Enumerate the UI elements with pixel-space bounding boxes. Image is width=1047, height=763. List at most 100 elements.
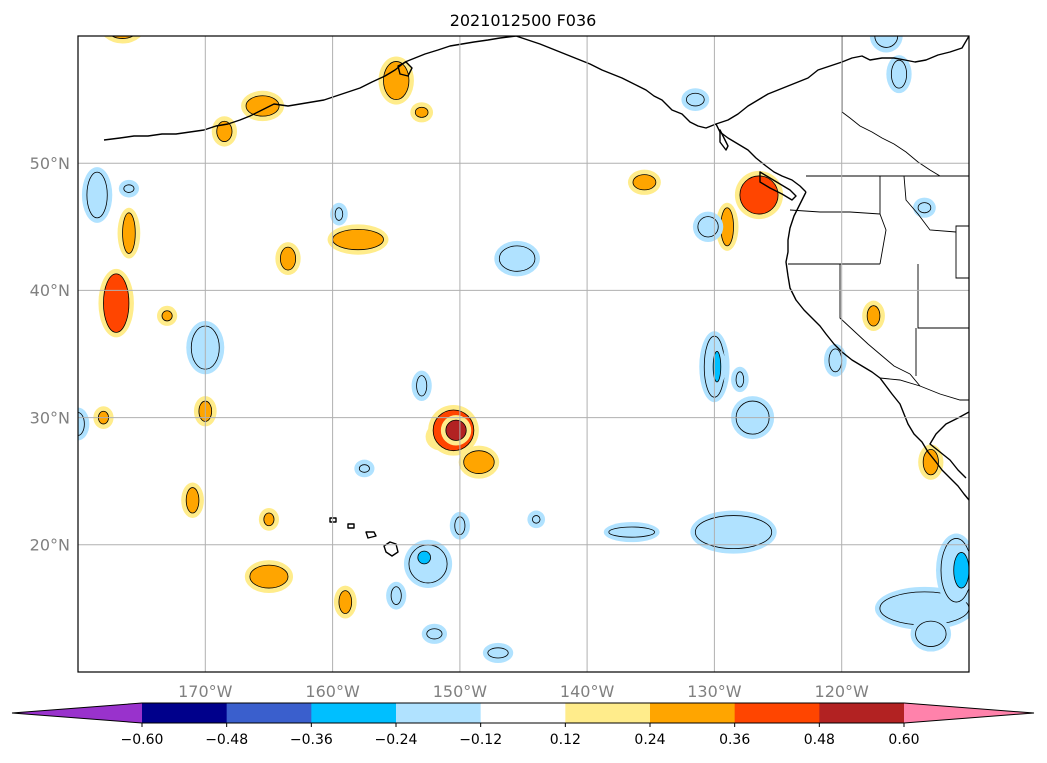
positive-anomaly-55 <box>440 415 472 446</box>
colorbar-tick-label: −0.36 <box>290 732 333 748</box>
alaska-canada-border <box>841 36 941 177</box>
negative-anomaly-52 <box>708 346 726 387</box>
positive-anomaly-4 <box>275 242 301 276</box>
colorbar-segment-0 <box>12 703 142 723</box>
lat-label-20n: 20°N <box>30 536 70 555</box>
colorbar-tick-label: 0.36 <box>719 732 750 748</box>
california-nevada <box>839 264 911 375</box>
positive-anomaly-20 <box>627 169 661 195</box>
colorbar-segment-9 <box>819 703 905 723</box>
colorbar-tick-label: −0.24 <box>375 732 418 748</box>
negative-anomaly-34 <box>411 370 432 401</box>
colorbar-tick-label: 0.12 <box>550 732 581 748</box>
colorbar-segment-2 <box>226 703 312 723</box>
washington-oregon <box>789 209 881 215</box>
colorbar-segment-4 <box>396 703 482 723</box>
negative-anomaly-53 <box>412 546 436 569</box>
positive-anomaly-11 <box>181 482 204 518</box>
alaska-peninsula <box>103 61 406 141</box>
positive-anomaly-7 <box>241 90 285 122</box>
alaska-south-coast <box>404 36 517 63</box>
positive-anomaly-5 <box>244 560 294 594</box>
hawaii-kauai <box>329 517 337 523</box>
colorbar-ticks: −0.60 −0.48 −0.36 −0.24 −0.12 0.12 0.24 0.36 0.4… <box>121 723 920 748</box>
arizona <box>909 328 921 387</box>
field-contours <box>78 36 969 664</box>
map-title: 2021012500 F036 <box>450 11 597 30</box>
latitude-tick-labels: 20°N 30°N 40°N 50°N <box>30 154 70 555</box>
positive-anomaly-51 <box>734 170 784 220</box>
coastlines <box>103 36 969 557</box>
negative-anomaly-42 <box>421 623 448 644</box>
kodiak-island <box>397 61 413 77</box>
lat-label-30n: 30°N <box>30 408 70 427</box>
colorbar-segment-10 <box>904 703 1034 723</box>
negative-anomaly-22 <box>494 240 540 277</box>
map-frame <box>77 35 970 673</box>
positive-anomaly-50 <box>98 268 134 338</box>
negative-anomaly-28 <box>603 521 660 543</box>
lon-label-130w: 130°W <box>687 682 742 701</box>
us-mexico-border <box>879 377 969 401</box>
haida-gwaii <box>719 129 729 151</box>
negative-anomaly-31 <box>910 616 952 652</box>
oregon-idaho <box>879 176 887 265</box>
positive-anomaly-3 <box>327 224 389 255</box>
negative-anomaly-36 <box>386 581 407 610</box>
hawaii-maui <box>365 531 377 539</box>
colorbar-segment-7 <box>650 703 736 723</box>
positive-anomaly-15 <box>157 305 178 326</box>
negative-anomaly-39 <box>78 407 90 441</box>
hawaii-oahu <box>347 523 355 529</box>
lat-label-40n: 40°N <box>30 281 70 300</box>
nevada-utah <box>917 264 969 329</box>
positive-anomaly-14 <box>862 300 885 332</box>
colorbar-tick-label: −0.12 <box>459 732 502 748</box>
colorbar: −0.60 −0.48 −0.36 −0.24 −0.12 0.12 0.24 0.36 0.4… <box>11 702 1035 748</box>
gridlines <box>78 36 969 672</box>
colorbar-segment-5 <box>480 703 566 723</box>
lon-label-150w: 150°W <box>433 682 488 701</box>
negative-anomaly-43 <box>118 179 140 198</box>
bc-coast <box>715 123 807 193</box>
negative-anomaly-40 <box>681 88 710 111</box>
gulf-of-california <box>929 411 969 479</box>
positive-anomaly-12 <box>333 585 357 619</box>
negative-anomaly-45 <box>330 202 348 226</box>
negative-anomaly-27 <box>690 510 777 554</box>
negative-anomaly-47 <box>354 459 375 478</box>
colorbar-segment-1 <box>142 703 228 723</box>
colorbar-tick-label: 0.60 <box>888 732 919 748</box>
positive-anomaly-8 <box>211 116 238 147</box>
positive-anomaly-18 <box>103 36 142 44</box>
political-borders <box>788 36 969 401</box>
us-west-coast <box>785 191 881 379</box>
lon-label-160w: 160°W <box>305 682 360 701</box>
negative-anomaly-48 <box>913 197 936 218</box>
positive-anomaly-0 <box>458 445 500 479</box>
baja-california <box>879 377 969 501</box>
longitude-tick-labels: 170°W 160°W 150°W 140°W 130°W 120°W <box>178 682 869 701</box>
hawaii-big-island <box>383 541 399 557</box>
positive-anomaly-9 <box>715 202 739 251</box>
colorbar-tick-label: −0.48 <box>205 732 248 748</box>
negative-anomaly-33 <box>823 343 847 377</box>
vancouver-island <box>759 171 797 201</box>
idaho-montana <box>903 175 957 233</box>
positive-anomaly-17 <box>258 508 280 531</box>
positive-anomaly-19 <box>410 102 434 123</box>
north-america-west-coast <box>515 36 969 129</box>
colorbar-segment-6 <box>565 703 651 723</box>
lat-label-50n: 50°N <box>30 154 70 173</box>
negative-anomaly-21 <box>692 211 724 242</box>
negative-anomaly-38 <box>869 36 903 53</box>
negative-anomaly-24 <box>81 167 113 223</box>
negative-anomaly-46 <box>527 510 546 529</box>
positive-anomaly-2 <box>117 207 141 259</box>
colorbar-tick-label: 0.48 <box>804 732 835 748</box>
positive-anomaly-13 <box>918 444 944 480</box>
colorbar-segment-8 <box>734 703 820 723</box>
lon-label-140w: 140°W <box>560 682 615 701</box>
wyoming <box>955 225 969 279</box>
colorbar-segment-3 <box>311 703 397 723</box>
